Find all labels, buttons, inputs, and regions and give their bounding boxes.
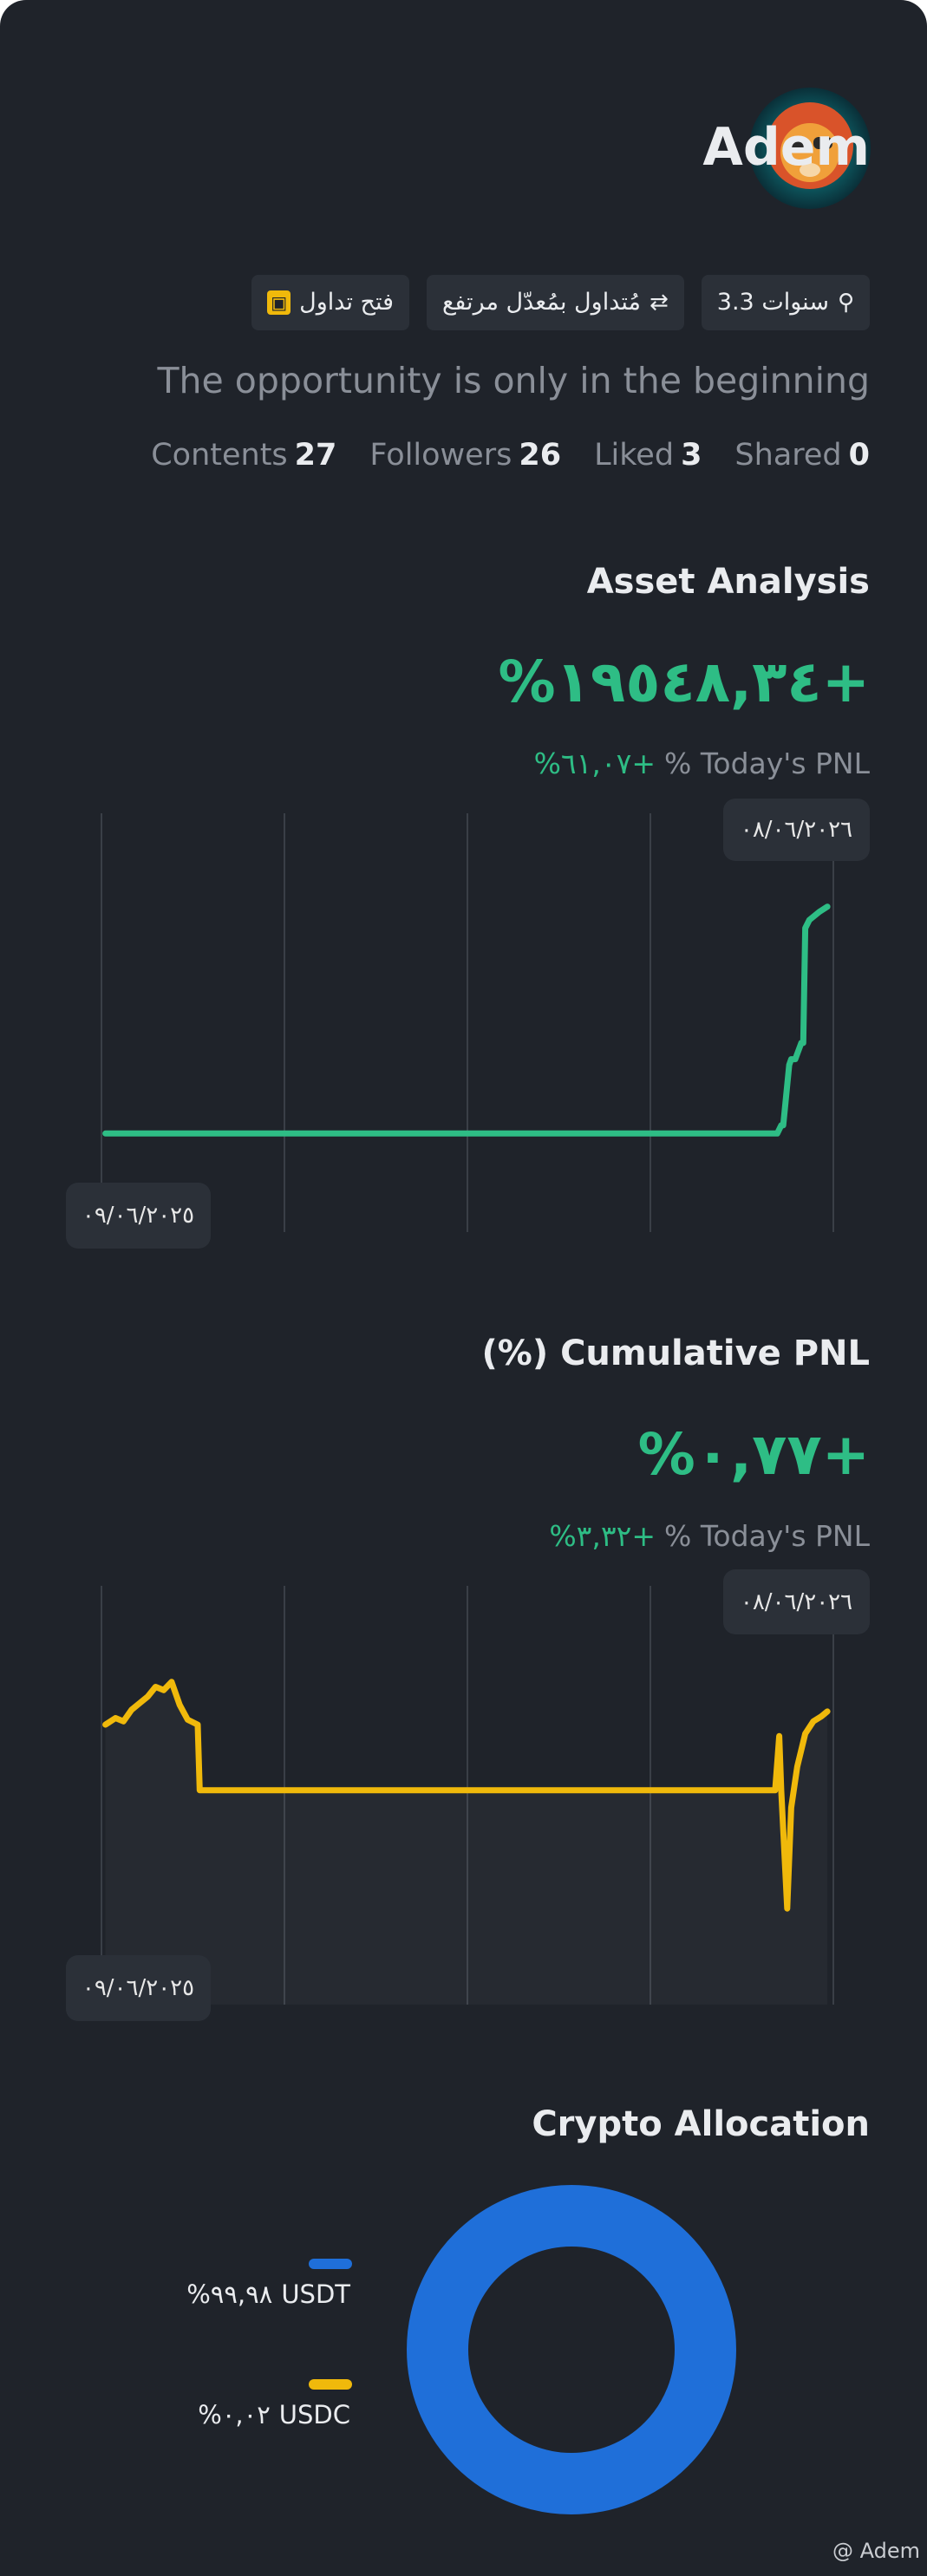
legend-label: USDT <box>281 2279 350 2309</box>
stat-item: Shared 0 <box>734 438 870 473</box>
stat-value: 27 <box>294 438 337 473</box>
end-date: ٠٨/٠٦/٢٠٢٦ <box>723 1569 870 1634</box>
legend-entry: %٠,٠٢ USDC <box>198 2400 350 2429</box>
legend-entry: %٩٩,٩٨ USDT <box>186 2279 350 2309</box>
avatar[interactable] <box>749 88 871 209</box>
line <box>102 903 831 1137</box>
start-date: ٠٩/٠٦/٢٠٢٥ <box>66 1183 211 1249</box>
end-date: ٠٨/٠٦/٢٠٢٦ <box>723 799 870 861</box>
badge-text: 3.3 سنوات <box>716 289 829 316</box>
start-date: ٠٩/٠٦/٢٠٢٥ <box>66 1955 211 2021</box>
user-name: Adem <box>702 117 870 178</box>
badge-row: ▣ فتح تداول مُتداول بمُعدّل مرتفع ⇄ 3.3 سن… <box>251 275 870 330</box>
area <box>106 1682 828 2005</box>
today-pnl-label: % Today's PNL <box>663 1519 870 1553</box>
stat-label: Followers <box>369 438 512 473</box>
stat-value: 0 <box>848 438 870 473</box>
stat-label: Contents <box>151 438 288 473</box>
today-pnl-label: % Today's PNL <box>663 747 870 780</box>
stat-item: Liked 3 <box>594 438 702 473</box>
stat-value: 3 <box>681 438 702 473</box>
legend-value: %٠,٠٢ <box>198 2400 271 2429</box>
headline-value: %١٩٥٤٨,٣٤+ <box>498 649 870 715</box>
watermark: @ Adem <box>832 2539 920 2563</box>
section-title: Asset Analysis <box>586 562 870 602</box>
section-title: (%) Cumulative PNL <box>481 1334 871 1373</box>
badge[interactable]: 3.3 سنوات ⚲ <box>701 275 870 330</box>
legend-value: %٩٩,٩٨ <box>186 2279 273 2309</box>
stat-value: 26 <box>519 438 562 473</box>
badge[interactable]: ▣ فتح تداول <box>251 275 410 330</box>
badge-text: فتح تداول <box>299 289 395 316</box>
stats-row: Contents 27 Followers 26 Liked 3 Shared 0 <box>151 438 870 473</box>
today-pnl: %٣,٣٢+ % Today's PNL <box>549 1519 870 1553</box>
stat-label: Liked <box>594 438 675 473</box>
legend-swatch <box>309 2259 352 2269</box>
today-pnl: %٦١,٠٧+ % Today's PNL <box>534 747 870 780</box>
headline-value: %٠,٧٧+ <box>637 1421 870 1488</box>
bio: The opportunity is only in the beginning <box>157 360 870 401</box>
line <box>102 1679 831 1912</box>
stat-label: Shared <box>734 438 842 473</box>
badge[interactable]: مُتداول بمُعدّل مرتفع ⇄ <box>427 275 684 330</box>
legend-swatch <box>309 2379 352 2390</box>
badge-text: مُتداول بمُعدّل مرتفع <box>442 289 641 316</box>
today-pnl-value: %٣,٣٢+ <box>549 1519 656 1553</box>
today-pnl-value: %٦١,٠٧+ <box>533 747 656 780</box>
stat-item: Followers 26 <box>369 438 561 473</box>
section-title: Crypto Allocation <box>532 2104 870 2144</box>
donut-slice <box>407 2185 736 2514</box>
legend-label: USDC <box>278 2400 350 2429</box>
stat-item: Contents 27 <box>151 438 336 473</box>
